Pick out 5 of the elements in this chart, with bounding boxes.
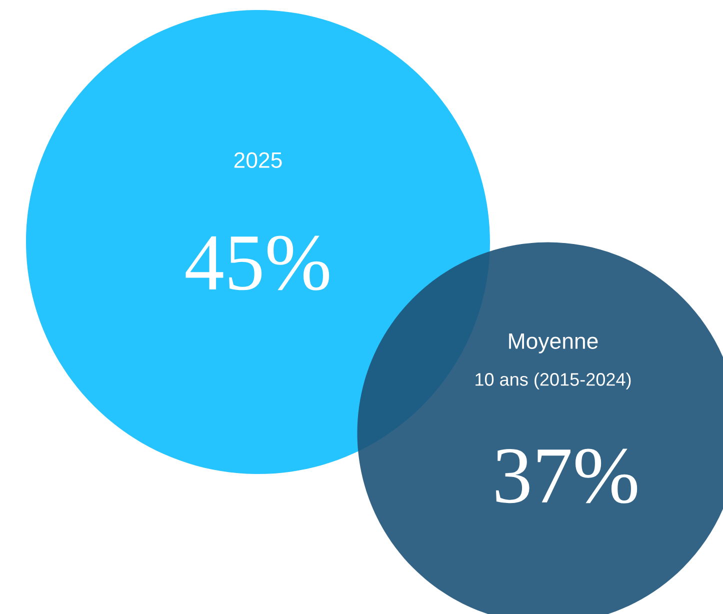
text: 10 ans (2015-2024) [476,372,631,390]
data-label: 45% [186,236,330,290]
data-label: 37% [496,448,638,504]
category-label: Moyenne [509,333,598,354]
category-label: 2025 [234,152,282,168]
